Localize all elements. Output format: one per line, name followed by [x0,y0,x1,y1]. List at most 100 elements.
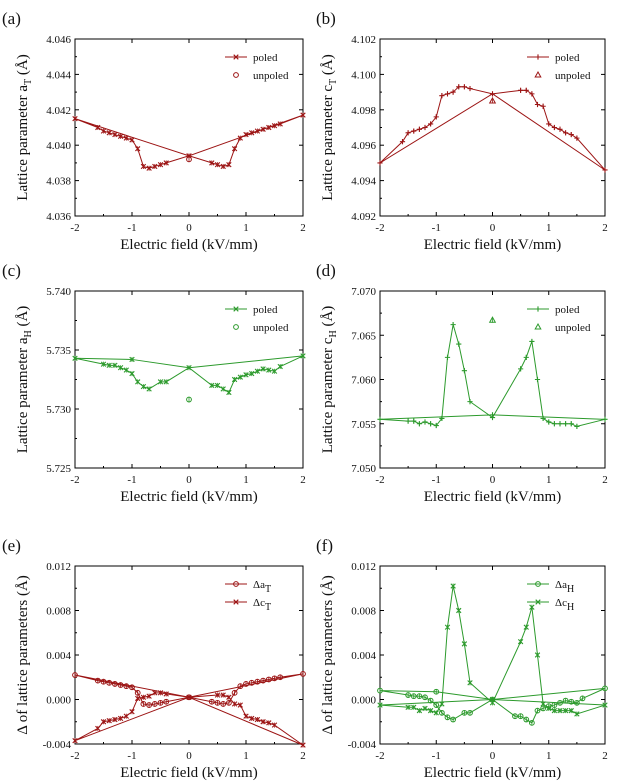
y-axis-label: Δ of lattice parameters (Å) [15,575,31,735]
data-point [438,709,445,716]
data-point [410,693,417,700]
x-tick-label: 0 [490,750,496,762]
data-point [112,681,118,687]
data-point [574,711,580,717]
series-poled [377,322,608,430]
legend-label-main: poled [253,304,278,316]
panel-label: (b) [316,9,336,28]
legend-entry: ΔcH [527,597,574,613]
data-point [163,698,170,705]
y-axis-label-main: Lattice parameter c [320,337,336,453]
data-point [254,716,261,723]
data-point [135,146,141,152]
data-point [444,354,451,360]
data-point [243,713,249,719]
x-tick-label: 2 [300,474,306,486]
data-point [568,131,574,138]
legend-marker [535,581,541,587]
data-point [416,126,422,132]
data-point [602,702,608,708]
data-point [433,114,439,120]
legend-label-main: unpoled [253,322,289,334]
x-tick-label: -2 [375,474,384,486]
data-point [277,363,283,370]
data-point [117,365,124,371]
legend-marker [233,599,239,605]
data-point [456,84,462,90]
data-point [129,137,135,143]
data-point [422,705,428,712]
y-axis-label-unit: (Å) [320,306,336,331]
legend-label: poled [555,52,580,64]
panel-label: (a) [2,9,21,28]
y-axis-label-sub: T [23,79,34,85]
y-tick-label: 0.008 [46,606,71,618]
y-axis-label: Lattice parameter cT (Å) [320,54,339,200]
data-point [518,87,524,93]
y-tick-label: 7.055 [351,419,376,431]
y-tick-label: 4.098 [351,105,376,117]
data-point [106,717,112,724]
x-tick-label: 0 [186,222,192,234]
data-point [214,161,221,168]
data-point [563,421,569,427]
data-point [146,386,152,392]
data-point [140,694,147,700]
legend-label: unpoled [253,322,289,334]
legend-label-main: Δc [253,597,265,609]
y-axis-label-main: Lattice parameter a [15,337,31,453]
data-point [428,421,434,427]
legend-label-main: unpoled [555,322,591,334]
y-tick-label: -0.004 [43,739,72,751]
data-point [467,709,473,716]
y-axis-label-main: Lattice parameter c [320,85,336,201]
data-point [265,676,272,683]
data-point [523,624,529,630]
panel-label: (e) [2,536,21,555]
data-point [450,322,456,328]
y-tick-label: 5.730 [46,404,71,416]
data-point [112,131,118,138]
legend-label-sub: T [265,602,271,613]
y-tick-label: 0.004 [46,650,71,662]
panel-label: (f) [316,536,333,555]
data-point [100,719,107,725]
y-tick-label: 5.740 [46,286,71,298]
legend-entry: unpoled [233,322,289,334]
data-point [140,163,147,170]
data-point [100,361,107,367]
data-point [186,396,192,403]
data-point [489,696,496,703]
data-point [106,679,113,686]
data-point [602,167,608,173]
legend-marker [535,54,541,60]
y-tick-label: 4.036 [46,211,71,223]
data-point [231,689,238,696]
series-unpoled [488,96,497,104]
y-tick-label: 4.042 [46,105,71,117]
data-point [220,386,226,392]
data-point [135,379,141,385]
data-point [528,719,535,726]
y-axis-label-unit: (Å) [15,306,31,331]
y-axis-label: Lattice parameter aT (Å) [15,54,34,200]
y-tick-label: 4.038 [46,176,71,188]
data-point [226,389,232,396]
data-point [488,316,497,323]
data-point [456,607,462,614]
data-point [271,722,278,728]
chart-panel-e: (e) -2 -1 0 1 2 -0.004 0.000 0.004 0.008 0.012 Elec… [2,536,306,781]
data-point [117,133,124,140]
data-point [433,422,439,429]
legend-marker [535,306,541,312]
y-tick-label: 0.000 [351,695,376,707]
data-point [602,416,608,422]
data-point [117,715,124,722]
data-point [461,709,468,716]
legend-label: ΔcH [555,597,574,613]
data-point [72,115,78,122]
y-tick-label: 4.096 [351,140,376,152]
legend-marker [534,70,542,78]
data-point [95,124,101,131]
data-point [529,91,535,97]
